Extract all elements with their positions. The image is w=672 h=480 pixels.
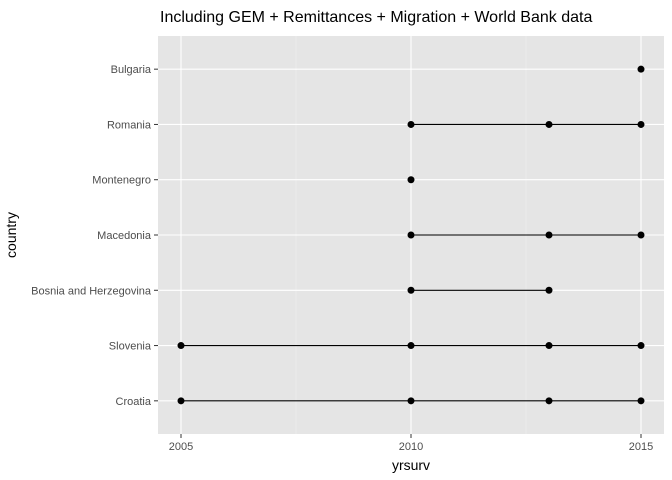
x-tick-label: 2010 — [399, 441, 423, 453]
data-point — [407, 286, 415, 294]
y-axis: Croatia Slovenia Bosnia and Herzegovina Mac… — [31, 64, 158, 408]
data-point — [545, 120, 553, 128]
data-point — [637, 342, 645, 350]
y-tick-label: Romania — [107, 119, 152, 131]
data-point — [407, 397, 415, 405]
chart-title: Including GEM + Remittances + Migration … — [160, 9, 592, 26]
data-marks — [177, 65, 645, 405]
y-tick-label: Croatia — [116, 396, 152, 408]
data-point — [545, 342, 553, 350]
data-point — [545, 397, 553, 405]
data-point — [637, 397, 645, 405]
data-point — [637, 231, 645, 239]
x-axis: 2005 2010 2015 — [169, 434, 653, 453]
data-point — [407, 120, 415, 128]
data-point — [545, 286, 553, 294]
data-point — [407, 231, 415, 239]
y-tick-label: Slovenia — [109, 341, 152, 353]
data-point — [407, 176, 415, 184]
y-tick-label: Bosnia and Herzegovina — [31, 285, 152, 297]
data-point — [637, 65, 645, 73]
data-point — [545, 231, 553, 239]
data-point — [177, 342, 185, 350]
x-axis-title: yrsurv — [392, 457, 430, 473]
data-point — [407, 342, 415, 350]
data-point — [637, 120, 645, 128]
data-point — [177, 397, 185, 405]
y-tick-label: Montenegro — [92, 175, 151, 187]
x-tick-label: 2005 — [169, 441, 193, 453]
x-tick-label: 2015 — [629, 441, 653, 453]
y-tick-label: Bulgaria — [111, 64, 152, 76]
y-axis-title: country — [3, 212, 19, 258]
y-tick-label: Macedonia — [97, 230, 152, 242]
